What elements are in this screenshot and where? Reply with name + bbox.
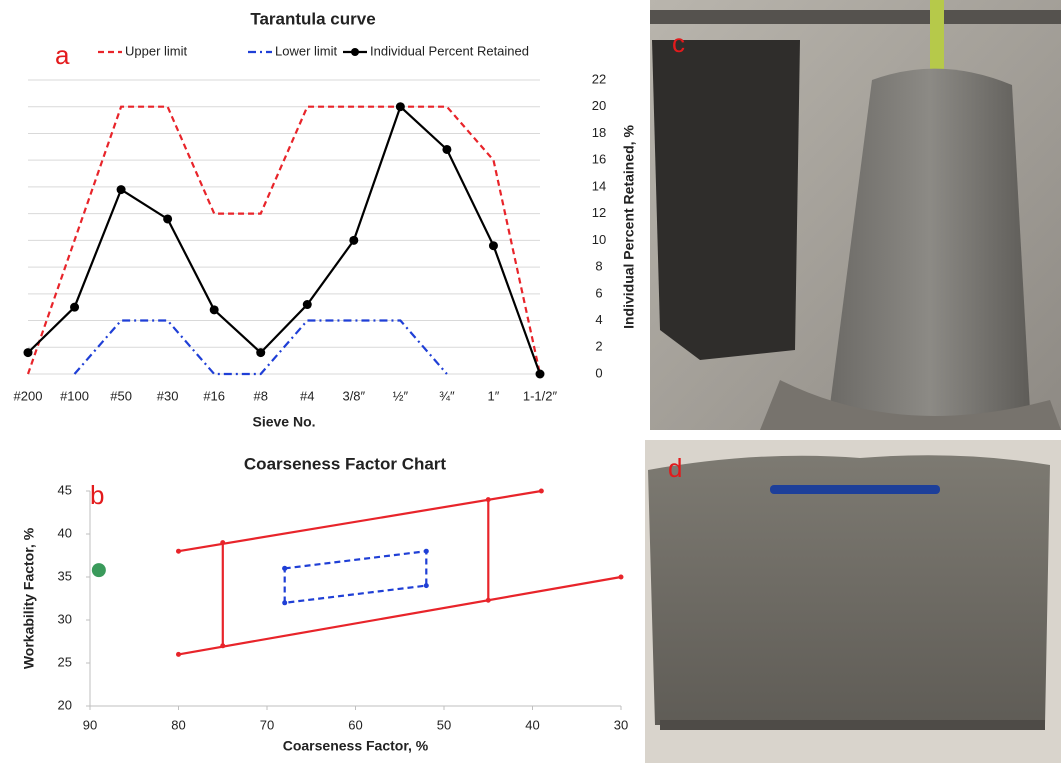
- data-point: [220, 540, 226, 546]
- bucket: [652, 40, 800, 360]
- y-tick-label: 45: [58, 482, 72, 497]
- series-line: [283, 549, 428, 605]
- panel-label: c: [672, 28, 685, 58]
- x-tick-label: #4: [300, 388, 314, 403]
- y-tick-label: 40: [58, 525, 72, 540]
- x-tick-label: 30: [614, 717, 628, 732]
- y-tick-label: 20: [592, 98, 606, 113]
- data-point: [209, 305, 219, 315]
- x-axis-title: Sieve No.: [252, 414, 315, 430]
- data-point: [423, 548, 429, 554]
- legend-label: Individual Percent Retained: [370, 43, 529, 58]
- x-tick-label: #50: [110, 388, 132, 403]
- data-point: [220, 643, 226, 649]
- y-tick-label: 16: [592, 152, 606, 167]
- y-tick-label: 35: [58, 568, 72, 583]
- data-point: [91, 563, 106, 578]
- data-point: [282, 600, 288, 606]
- photo-d: [645, 440, 1061, 763]
- data-point: [163, 214, 173, 224]
- y-tick-label: 14: [592, 178, 606, 193]
- pen: [770, 485, 940, 494]
- data-point: [618, 574, 624, 580]
- data-point: [116, 185, 126, 195]
- y-tick-label: 4: [595, 312, 602, 327]
- x-tick-label: 90: [83, 717, 97, 732]
- photo-c: [650, 0, 1061, 430]
- y-tick-label: 6: [595, 285, 602, 300]
- y-tick-label: 8: [595, 259, 602, 274]
- x-tick-label: 3/8″: [342, 388, 365, 403]
- concrete-block: [648, 455, 1050, 725]
- y-tick-label: 10: [592, 232, 606, 247]
- series-line: [178, 575, 622, 656]
- x-tick-label: 40: [525, 717, 539, 732]
- x-tick-label: #200: [14, 388, 43, 403]
- chart: Tarantula curve a 0 2 4 6 8 10 12 14 16 18 20 22 #200 #…: [14, 9, 637, 429]
- data-point: [538, 488, 544, 494]
- y-tick-label: 25: [58, 654, 72, 669]
- legend-label: Upper limit: [125, 43, 188, 58]
- block-base: [660, 720, 1045, 730]
- pipe: [650, 10, 1061, 24]
- legend-marker: [351, 48, 359, 56]
- y-tick-label: 30: [58, 611, 72, 626]
- data-point: [176, 548, 181, 554]
- x-tick-label: ¾″: [439, 388, 455, 403]
- chart-title: Coarseness Factor Chart: [244, 454, 447, 473]
- x-tick-label: 1-1/2″: [523, 388, 558, 403]
- data-point: [282, 565, 288, 571]
- data-point: [302, 300, 312, 310]
- y-tick-label: 18: [592, 125, 606, 140]
- data-point: [256, 348, 266, 358]
- y-axis-title: Individual Percent Retained, %: [621, 125, 637, 329]
- data-point: [535, 369, 545, 379]
- spill: [760, 380, 1061, 430]
- y-axis-title: Workability Factor, %: [21, 527, 37, 669]
- chart-title: Tarantula curve: [250, 9, 375, 28]
- data-point: [70, 302, 80, 312]
- concrete-cone: [830, 68, 1030, 424]
- x-tick-label: #30: [157, 388, 179, 403]
- x-tick-label: #8: [253, 388, 267, 403]
- chart: Coarseness Factor Chart b 20 25 30 35 40 45 90 80…: [21, 454, 629, 753]
- series-line: [73, 319, 448, 376]
- x-tick-label: #16: [203, 388, 225, 403]
- y-tick-label: 0: [595, 365, 602, 380]
- data-point: [442, 144, 452, 154]
- series-line: [27, 104, 542, 375]
- x-axis-title: Coarseness Factor, %: [283, 738, 429, 754]
- x-tick-label: 70: [260, 717, 274, 732]
- data-point: [485, 597, 491, 603]
- y-tick-label: 20: [58, 697, 72, 712]
- y-tick-label: 2: [595, 339, 602, 354]
- y-tick-label: 12: [592, 205, 606, 220]
- x-tick-label: 50: [437, 717, 451, 732]
- data-point: [488, 241, 498, 251]
- data-point: [423, 583, 429, 589]
- data-point: [23, 348, 33, 358]
- y-tick-label: 22: [592, 71, 606, 86]
- data-point: [176, 651, 181, 657]
- x-tick-label: 80: [171, 717, 185, 732]
- x-tick-label: #100: [60, 388, 89, 403]
- rod: [930, 0, 944, 90]
- panel-label: b: [90, 480, 104, 510]
- series-line: [178, 489, 542, 553]
- series-line: [26, 105, 542, 375]
- panel-label: d: [668, 453, 682, 483]
- panel-label: a: [55, 40, 70, 70]
- x-tick-label: 60: [348, 717, 362, 732]
- data-point: [349, 235, 359, 245]
- legend-label: Lower limit: [275, 43, 338, 58]
- x-tick-label: 1″: [488, 388, 500, 403]
- data-point: [485, 497, 491, 503]
- x-tick-label: ½″: [393, 388, 409, 403]
- data-point: [395, 102, 405, 112]
